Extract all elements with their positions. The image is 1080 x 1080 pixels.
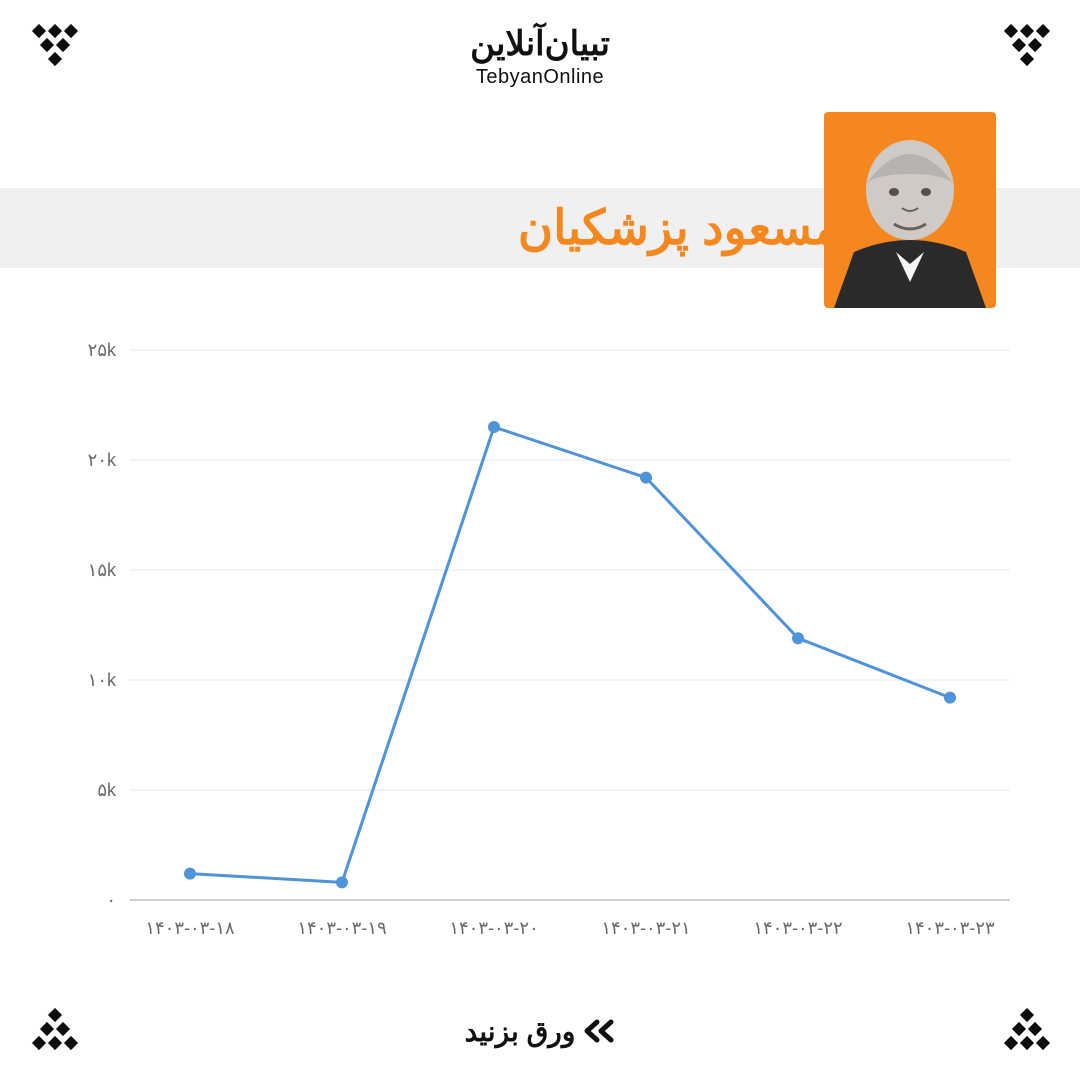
line-chart: ۰ ۵k ۱۰k ۱۵k ۲۰k ۲۵k ۱۴۰۳-۰۳-۱۸ ۱۴۰۳-۰۳-۱۹ ۱۴۰۳-… xyxy=(60,340,1020,960)
svg-text:۱۴۰۳-۰۳-۲۰: ۱۴۰۳-۰۳-۲۰ xyxy=(449,918,538,938)
decor-top-right xyxy=(996,24,1056,72)
svg-text:۱۵k: ۱۵k xyxy=(88,560,117,580)
person-portrait xyxy=(824,112,996,308)
svg-text:۱۴۰۳-۰۳-۲۳: ۱۴۰۳-۰۳-۲۳ xyxy=(905,918,995,938)
svg-text:۲۵k: ۲۵k xyxy=(88,340,117,360)
swipe-label: ورق بزنید xyxy=(465,1015,576,1048)
svg-text:۵k: ۵k xyxy=(97,780,117,800)
chevron-double-icon xyxy=(583,1019,615,1043)
svg-text:۱۰k: ۱۰k xyxy=(88,670,117,690)
svg-text:۰: ۰ xyxy=(106,890,116,910)
decor-top-left xyxy=(24,24,84,72)
swipe-prompt: ورق بزنید xyxy=(465,1015,616,1048)
svg-text:۱۴۰۳-۰۳-۲۲: ۱۴۰۳-۰۳-۲۲ xyxy=(753,918,842,938)
svg-text:۲۰k: ۲۰k xyxy=(88,450,117,470)
svg-text:۱۴۰۳-۰۳-۱۸: ۱۴۰۳-۰۳-۱۸ xyxy=(145,918,235,938)
footer: ورق بزنید xyxy=(0,1015,1080,1049)
svg-text:۱۴۰۳-۰۳-۲۱: ۱۴۰۳-۰۳-۲۱ xyxy=(601,918,690,938)
brand-name-en: TebyanOnline xyxy=(0,66,1080,89)
person-name-title: مسعود پزشکیان xyxy=(518,200,840,256)
brand-name-fa: تبیان‌آنلاین xyxy=(0,24,1080,64)
svg-text:۱۴۰۳-۰۳-۱۹: ۱۴۰۳-۰۳-۱۹ xyxy=(297,918,386,938)
brand-header: تبیان‌آنلاین TebyanOnline xyxy=(0,0,1080,89)
